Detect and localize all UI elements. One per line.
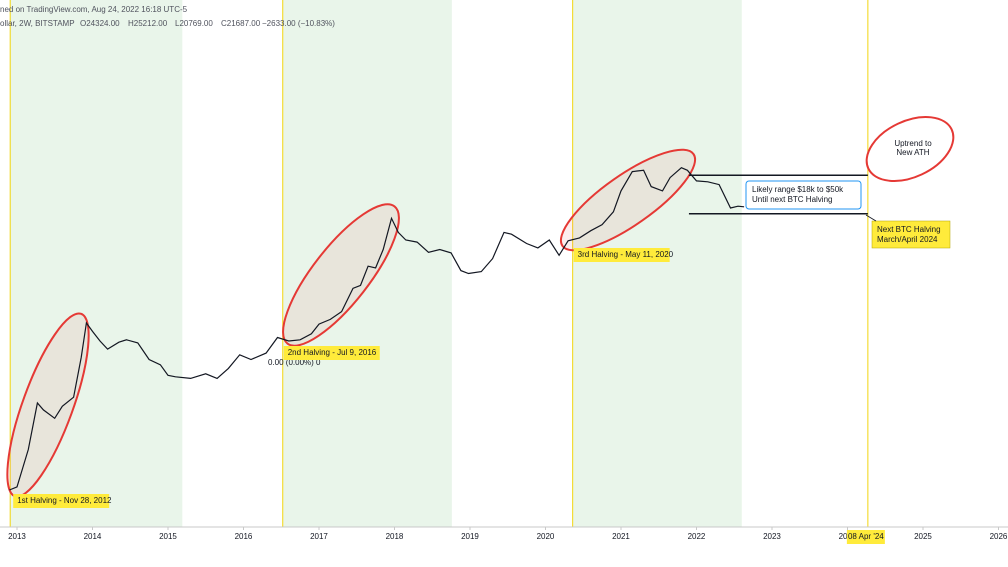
x-tick-label: 2023 [763,532,781,541]
range-note: Until next BTC Halving [752,195,832,204]
next-halving-note: Next BTC Halving [877,225,941,234]
ohlc-close: C21687.00 [221,19,261,28]
uptrend-note: Uptrend to [894,139,932,148]
halving-label-box [283,346,380,360]
note-pointer [865,214,877,222]
halving-label: 3rd Halving - May 11, 2020 [578,250,674,259]
range-note: Likely range $18k to $50k [752,185,844,194]
uptrend-note: New ATH [896,148,929,157]
halving-label-box [13,494,110,508]
halving-label-box [846,530,885,544]
halving-label: 1st Halving - Nov 28, 2012 [17,496,112,505]
halving-label: 08 Apr '24 [848,532,884,541]
shaded-region [282,0,452,527]
x-tick-label: 2020 [537,532,555,541]
range-note-box [745,180,862,210]
ohlc-open: O24324.00 [80,19,120,28]
x-tick-label: 2016 [235,532,253,541]
next-halving-box [871,220,951,249]
shaded-region [572,0,742,527]
x-tick-label: 2015 [159,532,177,541]
x-tick-label: 2019 [461,532,479,541]
halving-label-box [573,248,670,262]
ohlc-low: L20769.00 [175,19,213,28]
zero-label: 0.00 (0.00%) 0 [268,358,321,367]
x-tick-label: 2018 [386,532,404,541]
price-line [9,166,745,491]
ohlc-change: −2633.00 (−10.83%) [262,19,335,28]
x-tick-label: 2022 [688,532,706,541]
x-tick-label: 2021 [612,532,630,541]
background-layer [9,0,869,527]
header: ned on TradingView.com, Aug 24, 2022 16:… [0,5,188,14]
halving-label: 2nd Halving - Jul 9, 2016 [288,348,377,357]
x-tick-label: 2013 [8,532,26,541]
ohlc-high: H25212.00 [128,19,168,28]
shaded-region [10,0,183,527]
highlight-ellipse [282,203,400,347]
x-tick-label: 2014 [84,532,102,541]
x-tick-label: 2025 [914,532,932,541]
highlight-ellipse [559,148,697,252]
symbol: ollar, 2W, BITSTAMP [0,19,75,28]
x-tick-label: 2017 [310,532,328,541]
highlight-ellipse [865,116,955,182]
next-halving-note: March/April 2024 [877,235,938,244]
x-tick-label: 2026 [990,532,1008,541]
